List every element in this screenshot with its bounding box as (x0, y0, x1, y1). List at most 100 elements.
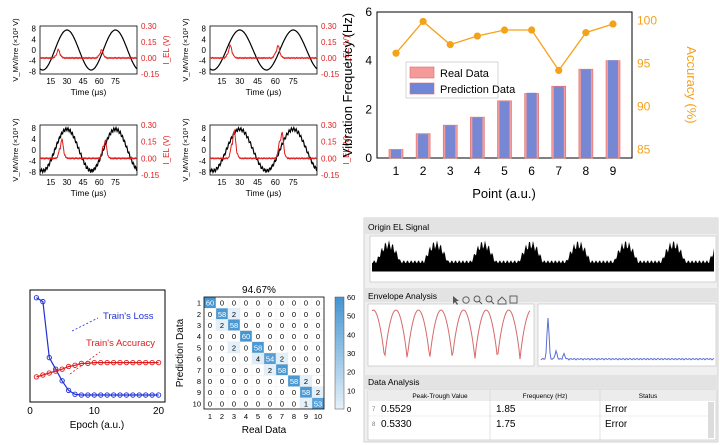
zoom-out-icon[interactable] (485, 295, 495, 305)
home-icon[interactable] (497, 296, 507, 305)
legend-real-label: Real Data (440, 68, 490, 80)
cm-cell-label: 58 (278, 366, 286, 375)
bar-prediction (472, 117, 483, 158)
table-row[interactable]: 7 0.5529 1.85 Error (372, 404, 628, 415)
accuracy-point (582, 29, 590, 37)
colorbar-segment (335, 315, 344, 320)
cursor-icon[interactable] (453, 296, 459, 305)
save-icon[interactable] (509, 295, 518, 304)
cm-x-tick: 7 (280, 412, 284, 421)
right-tick-label: 0.30 (141, 22, 157, 31)
loss-point (78, 392, 85, 398)
left-tick-label: -8 (199, 67, 207, 76)
left-tick-label: 0 (202, 146, 207, 155)
right-tick-label: -0.15 (321, 171, 340, 180)
voltage-trace (209, 29, 318, 71)
cm-colorbar: 0 10 20 30 40 50 60 (334, 293, 355, 414)
row-value: 0.5529 (381, 404, 412, 415)
loss-x-tick: 10 (89, 406, 101, 417)
data-title: Data Analysis (368, 377, 420, 387)
accuracy-point (446, 41, 454, 49)
x-tick-label: 60 (271, 77, 280, 86)
bar-y-tick: 6 (365, 5, 372, 19)
cm-cell-label: 0 (268, 377, 272, 386)
accuracy-point (110, 359, 117, 366)
accuracy-annotation: Train's Accuracy (86, 338, 155, 349)
waveform-top-right: 84 0 -4-8 0.30 0.15 0.00 -0.15 15 30 45 60 75 Time (… (181, 18, 351, 97)
cm-cell-label: 0 (316, 299, 320, 308)
accuracy-point (130, 359, 136, 366)
right-tick-label: 0.30 (321, 121, 337, 130)
colorbar-segment (335, 386, 344, 391)
loss-point (117, 392, 123, 398)
loss-point (149, 392, 155, 398)
cm-cell-label: 0 (208, 321, 212, 330)
colorbar-segment (335, 371, 344, 376)
cm-x-tick: 6 (268, 412, 272, 421)
left-tick-label: 0 (32, 146, 37, 155)
table-row[interactable]: 8 0.5330 1.75 Error (372, 419, 628, 430)
cm-cell-label: 0 (220, 366, 224, 375)
accuracy-point (59, 366, 65, 372)
colorbar-segment (335, 379, 344, 384)
cm-cell-label: 0 (316, 377, 320, 386)
right-tick-label: 0.15 (321, 138, 337, 147)
cm-cell-label: 0 (220, 332, 224, 341)
x-tick-label: 45 (253, 77, 262, 86)
envelope-trace (371, 309, 531, 360)
accuracy-curve (36, 362, 159, 378)
cm-xlabel: Real Data (242, 425, 287, 436)
colorbar-segment (335, 375, 344, 380)
right-tick-label: 0.00 (321, 54, 337, 63)
row-frequency: 1.85 (496, 404, 516, 415)
bar-x-tick: 1 (393, 164, 400, 178)
legend-swatch-real (409, 66, 435, 79)
loss-x-tick: 20 (153, 406, 165, 417)
voltage-trace (209, 125, 318, 174)
cm-cell-label: 0 (280, 343, 284, 352)
row-status: Error (605, 404, 628, 415)
loss-point (110, 392, 117, 398)
bar-y-tick-right: 100 (637, 14, 657, 28)
envelope-header (364, 288, 718, 302)
loss-chart-frame (29, 289, 166, 403)
cm-cell-label: 0 (232, 399, 236, 408)
row-index: 8 (372, 422, 376, 428)
bar-x-tick: 3 (447, 164, 454, 178)
envelope-plot-right[interactable] (537, 303, 717, 367)
waveform-xlabel: Time (μs) (71, 87, 107, 97)
cm-cell-label: 0 (220, 388, 224, 397)
waveform-xlabel: Time (μs) (71, 188, 107, 198)
cm-cell-label: 0 (256, 377, 260, 386)
bar-x-tick: 9 (610, 164, 617, 178)
current-trace (39, 137, 137, 160)
cm-cell-label: 58 (218, 310, 226, 319)
waveform-ylabel-right: I_EL (V) (342, 135, 351, 164)
accuracy-point (136, 359, 142, 366)
loss-annotation: Train's Loss (103, 311, 154, 322)
left-tick-label: 8 (32, 124, 37, 133)
cm-y-tick: 6 (197, 355, 201, 364)
accuracy-point (91, 359, 97, 366)
cm-cell-label: 0 (304, 366, 308, 375)
bar-x-tick: 8 (583, 164, 590, 178)
waveform-ylabel: V_MV/Irre (×10³ V) (181, 118, 190, 182)
cm-cell-label: 0 (232, 377, 236, 386)
cm-cell-label: 0 (268, 310, 272, 319)
colorbar-tick: 10 (347, 386, 355, 395)
cm-x-tick: 8 (292, 412, 296, 421)
right-tick-label: 0.00 (141, 54, 157, 63)
loss-x-tick: 0 (27, 406, 33, 417)
pan-icon[interactable] (462, 296, 470, 304)
envelope-plot-left[interactable] (367, 303, 535, 367)
accuracy-point (98, 359, 104, 366)
cm-cell-label: 2 (232, 310, 236, 319)
cm-cell-label: 0 (256, 388, 260, 397)
colorbar-segment (335, 304, 344, 309)
cm-cell-label: 0 (208, 388, 212, 397)
origin-header (364, 218, 718, 234)
table-scrollbar[interactable] (708, 402, 714, 438)
zoom-in-icon[interactable] (473, 295, 483, 305)
